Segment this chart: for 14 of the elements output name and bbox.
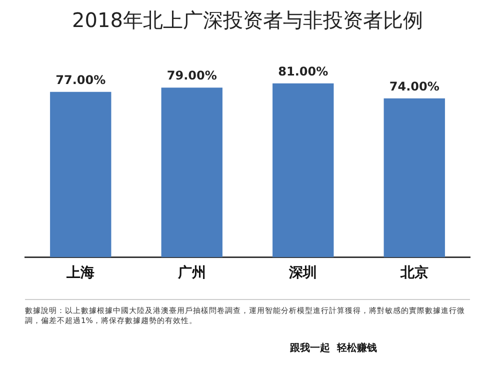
x-tick-label: 上海	[66, 265, 95, 282]
data-label: 79.00%	[166, 68, 217, 83]
data-label: 74.00%	[389, 79, 440, 94]
bar	[384, 98, 445, 258]
text: 跟我一起 轻松赚钱	[290, 341, 377, 355]
data-label: 77.00%	[56, 73, 106, 88]
bar	[161, 88, 222, 258]
x-tick-label: 广州	[176, 264, 206, 282]
bar	[272, 83, 334, 258]
data-label: 81.00%	[278, 64, 328, 78]
x-tick-label: 北京	[399, 264, 428, 282]
bar	[50, 92, 112, 258]
x-tick-label: 深圳	[288, 265, 318, 282]
chart-title: 2018年北上广深投资者与非投资者比例	[72, 8, 423, 32]
